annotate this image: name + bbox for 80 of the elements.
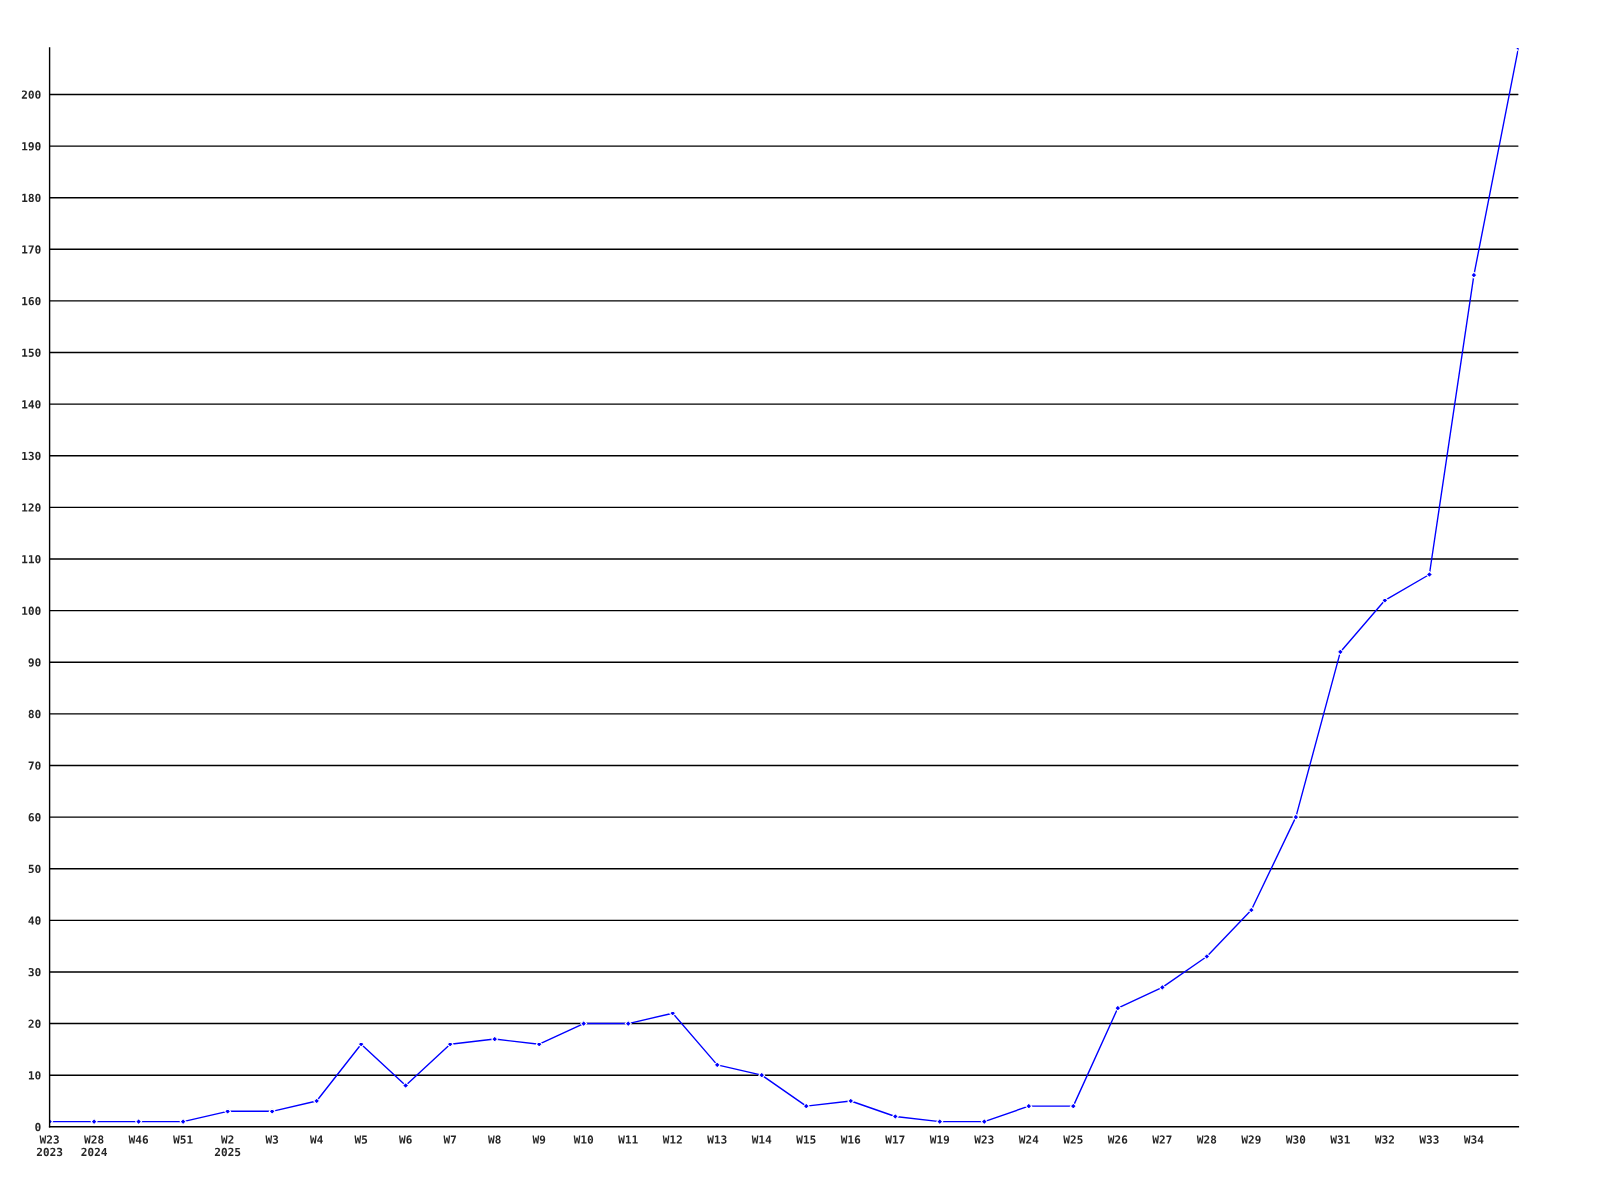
point <box>535 1040 543 1048</box>
y-tick-label: 200 <box>21 90 41 99</box>
y-tick-label: 140 <box>22 400 41 409</box>
y-tick-label: 30 <box>28 967 41 977</box>
point <box>1336 648 1344 656</box>
x-tick-label: W10 <box>573 1135 594 1144</box>
x-tick-label: W32 <box>1374 1135 1394 1144</box>
point <box>624 1020 632 1028</box>
x-tick-label: W51 <box>173 1135 193 1144</box>
point <box>802 1102 810 1110</box>
x-tick-label: W23 <box>974 1135 994 1144</box>
point <box>491 1035 499 1043</box>
y-tick-label: 60 <box>28 813 41 822</box>
x-tick-label: W30 <box>1285 1135 1306 1144</box>
x-tick-label: W33 <box>1419 1135 1439 1144</box>
point <box>669 1009 677 1017</box>
x-tick-label: W27 <box>1152 1135 1172 1144</box>
x-tick-label: W24 <box>1018 1135 1039 1144</box>
x-tick-label: W4 <box>309 1135 323 1144</box>
x-tick-label: W7 <box>443 1135 457 1144</box>
y-tick-label: 40 <box>28 916 41 925</box>
x-tick-label: W25 <box>1063 1135 1083 1144</box>
y-tick-label: 20 <box>28 1019 41 1028</box>
x-tick-label: W31 <box>1330 1135 1350 1144</box>
x-tick-label: W34 <box>1463 1135 1484 1144</box>
point <box>1381 596 1389 604</box>
y-tick-label: 190 <box>22 142 41 151</box>
point <box>313 1097 321 1105</box>
x-tick-label: W5 <box>354 1135 368 1144</box>
y-tick-label: 120 <box>22 503 41 512</box>
y-tick-label: 160 <box>22 296 41 306</box>
y-tick-label: 150 <box>22 348 41 357</box>
y-tick-label: 10 <box>28 1071 41 1080</box>
point <box>1425 571 1433 578</box>
point <box>758 1071 766 1079</box>
point <box>1470 271 1478 279</box>
y-tick-label: 50 <box>28 864 41 874</box>
point <box>179 1118 187 1126</box>
point <box>1069 1102 1077 1110</box>
point <box>891 1113 899 1120</box>
point <box>847 1097 855 1105</box>
y-tick-label: 170 <box>22 245 41 254</box>
point <box>1247 906 1255 914</box>
x-tick-label: W29 <box>1241 1135 1261 1144</box>
x-tick-label: W13 <box>707 1135 727 1144</box>
x-tick-label: W14 <box>751 1135 772 1144</box>
y-tick-label: 110 <box>22 554 41 564</box>
x-tick-label: W8 <box>488 1135 501 1144</box>
point <box>268 1107 276 1115</box>
point <box>1114 1004 1122 1012</box>
y-tick-label: 100 <box>22 606 41 616</box>
y-tick-label: 0 <box>35 1122 41 1132</box>
x-tick-label: W9 <box>532 1135 546 1144</box>
x-tick-label: W16 <box>840 1135 861 1144</box>
x-tick-label: W3 <box>265 1135 279 1144</box>
x-tick-label: W46 <box>128 1135 149 1144</box>
x-tick-label: W19 <box>929 1135 950 1144</box>
point <box>90 1118 98 1126</box>
y-tick-label: 130 <box>22 451 41 461</box>
point <box>1292 813 1300 821</box>
x-tick-label: W28 2024 <box>81 1135 107 1157</box>
y-tick-label: 80 <box>28 709 41 719</box>
point <box>936 1118 944 1126</box>
x-tick-label: W28 <box>1196 1135 1217 1144</box>
y-tick-label: 70 <box>28 761 41 770</box>
x-tick-label: W12 <box>662 1135 682 1144</box>
x-tick-label: W2 2025 <box>214 1135 241 1157</box>
point <box>357 1040 365 1048</box>
y-tick-label: 90 <box>28 658 41 667</box>
x-tick-label: W15 <box>796 1135 816 1144</box>
x-tick-label: W23 2023 <box>36 1135 63 1157</box>
x-tick-label: W11 <box>618 1135 638 1144</box>
point <box>713 1061 721 1069</box>
point <box>446 1040 454 1048</box>
x-tick-label: W6 <box>398 1135 412 1144</box>
point <box>224 1107 232 1115</box>
point <box>1203 953 1211 960</box>
y-tick-label: 180 <box>22 193 41 203</box>
x-tick-label: W17 <box>885 1135 905 1144</box>
x-tick-label: W26 <box>1107 1135 1128 1144</box>
